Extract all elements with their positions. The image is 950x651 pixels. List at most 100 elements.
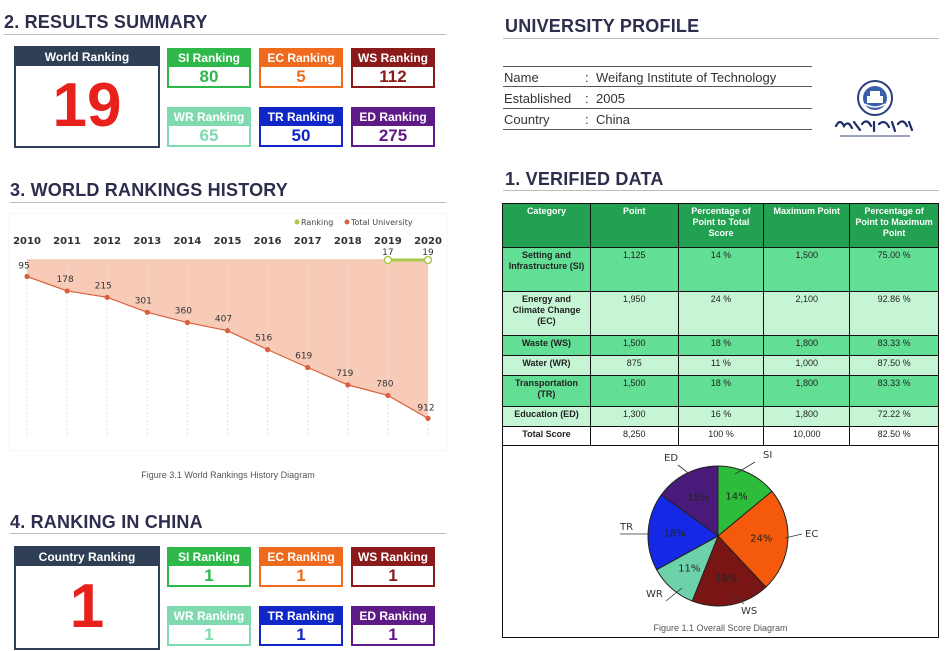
x-tick-label: 2010 (13, 236, 41, 247)
data-label-total-university: 407 (215, 315, 232, 325)
table-total-cell-category: Total Score (502, 426, 591, 446)
table-cell-pct-total: 24 % (677, 291, 765, 336)
table-total-cell-max: 10,000 (763, 426, 851, 446)
table-cell-point: 1,500 (589, 335, 679, 356)
pie-category-label-wr: WR (646, 589, 663, 600)
x-tick-label: 2015 (214, 236, 242, 247)
country-ranking-box: Country Ranking 1 (14, 546, 160, 650)
table-cell-category: Energy and Climate Change (EC) (502, 291, 591, 336)
data-label-total-university: 912 (417, 403, 434, 413)
table-total-cell-pct-max: 82.50 % (849, 426, 939, 446)
pie-chart-caption: Figure 1.1 Overall Score Diagram (653, 623, 788, 633)
pie-leader-line (734, 461, 756, 475)
table-row: Transportation (TR) 1,500 18 % 1,800 83.33 % (502, 375, 939, 407)
table-cell-category: Education (ED) (502, 406, 591, 427)
ranking-box-label: WR Ranking (169, 608, 249, 625)
ranking-box-value: 1 (388, 566, 398, 585)
table-cell-category: Water (WR) (502, 355, 591, 376)
pie-slice-ec (717, 490, 789, 588)
table-cell-point: 1,300 (589, 406, 679, 427)
university-profile-rule (503, 38, 939, 39)
ranking-box-value: 1 (296, 566, 306, 585)
pie-percent-label-ed: 15% (687, 492, 709, 503)
table-cell-category: Waste (WS) (502, 335, 591, 356)
ranking-box-value: 1 (388, 625, 398, 644)
data-label-ranking: 17 (382, 248, 393, 258)
pie-category-label-tr: TR (619, 522, 633, 533)
ranking-box: ED Ranking 1 (351, 606, 435, 646)
legend-label-ranking: Ranking (301, 218, 333, 227)
ranking-box-label: TR Ranking (261, 109, 341, 126)
data-label-total-university: 215 (95, 281, 112, 291)
table-row-total: Total Score 8,250 100 % 10,000 82.50 % (502, 426, 939, 446)
overall-score-pie-chart: 14% SI 24% EC 18% WS 11% WR 18% TR 15% ED (619, 450, 818, 617)
ranking-china-rule (10, 533, 446, 534)
results-summary-rule (4, 34, 446, 35)
data-label-total-university: 95 (18, 262, 29, 272)
x-tick-label: 2018 (334, 236, 362, 247)
data-label-total-university: 178 (57, 275, 74, 285)
table-cell-pct-total: 18 % (677, 335, 765, 356)
x-tick-label: 2020 (414, 236, 442, 247)
ranking-box-label: EC Ranking (261, 50, 341, 67)
pie-leader-line (784, 533, 803, 539)
table-cell-point: 875 (589, 355, 679, 376)
data-label-total-university: 719 (336, 369, 353, 379)
pie-category-label-ws: WS (741, 606, 757, 617)
profile-key: Country (504, 112, 550, 127)
ranking-box: WR Ranking 1 (167, 606, 251, 646)
ranking-box: TR Ranking 1 (259, 606, 343, 646)
col-header-max-point: Maximum Point (763, 203, 851, 248)
pie-leader-line (677, 464, 693, 477)
ranking-box-value: 80 (199, 67, 219, 86)
ranking-box: SI Ranking 1 (167, 547, 251, 587)
profile-value-established: 2005 (596, 91, 625, 106)
pie-percent-label-ws: 18% (715, 574, 737, 585)
data-point-ranking (383, 255, 393, 265)
table-cell-pct-max: 83.33 % (849, 335, 939, 356)
ranking-box: WR Ranking 65 (167, 107, 251, 147)
col-header-point: Point (589, 203, 679, 248)
pie-category-label-ed: ED (664, 453, 678, 464)
data-point-total-university (385, 392, 391, 399)
profile-value-name: Weifang Institute of Technology (596, 70, 777, 85)
profile-value-country: China (596, 112, 630, 127)
pie-slice-si (717, 465, 773, 538)
ranking-box: WS Ranking 112 (351, 48, 435, 88)
world-ranking-box: World Ranking 19 (14, 46, 160, 148)
pie-category-label-si: SI (763, 450, 772, 461)
ranking-box-label: SI Ranking (169, 50, 249, 67)
x-tick-label: 2013 (133, 236, 161, 247)
data-point-total-university (265, 347, 271, 353)
data-label-ranking: 19 (422, 248, 434, 258)
pie-percent-label-tr: 18% (664, 528, 686, 539)
table-cell-max: 2,100 (763, 291, 851, 336)
profile-key: Name (504, 70, 539, 85)
x-tick-label: 2011 (53, 236, 81, 247)
data-point-total-university (305, 364, 311, 371)
pie-leader-line (665, 587, 683, 602)
ranking-box: EC Ranking 5 (259, 48, 343, 88)
table-cell-pct-total: 11 % (677, 355, 765, 376)
ranking-box-value: 275 (378, 126, 408, 145)
country-ranking-label: Country Ranking (16, 548, 158, 566)
ranking-box-label: TR Ranking (261, 608, 341, 625)
x-tick-label: 2019 (374, 236, 402, 247)
profile-key: Established (504, 91, 572, 106)
pie-slice-ed (660, 465, 719, 537)
data-point-total-university (144, 309, 150, 315)
ranking-box-label: ED Ranking (353, 608, 433, 625)
data-point-total-university (64, 288, 70, 294)
table-cell-point: 1,950 (589, 291, 679, 336)
data-point-total-university (224, 328, 231, 334)
ranking-box-value: 5 (296, 67, 306, 86)
ranking-china-title: 4. RANKING IN CHINA (10, 512, 203, 532)
data-point-total-university (345, 382, 351, 388)
pie-leader-line (731, 593, 745, 605)
ranking-box-label: WR Ranking (169, 109, 249, 126)
x-tick-label: 2014 (173, 236, 201, 247)
table-cell-point: 1,500 (589, 375, 679, 407)
pie-chart-frame (502, 444, 939, 638)
ranking-box: TR Ranking 50 (259, 107, 343, 147)
data-label-total-university: 360 (175, 307, 192, 317)
